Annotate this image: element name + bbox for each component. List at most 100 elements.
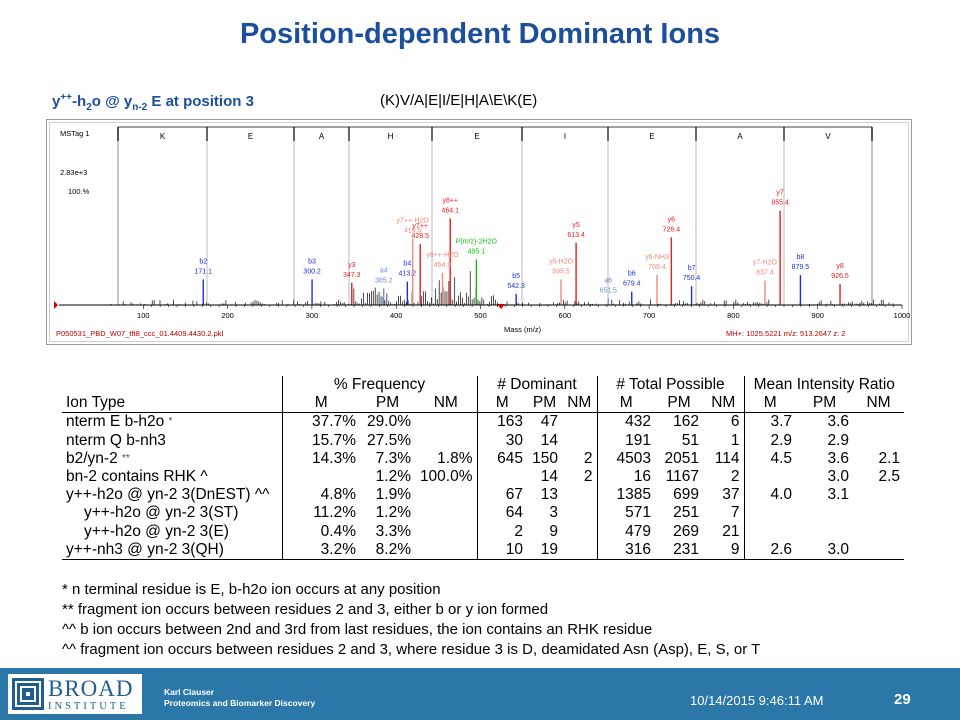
- peak-ion-label: y7-H2O: [753, 260, 778, 267]
- group-header-dominant: # Dominant: [476, 376, 598, 395]
- table-cell: 15.7%: [281, 431, 360, 450]
- table-cell: [415, 432, 477, 450]
- table-cell: 479: [596, 522, 656, 541]
- x-axis-ticks: 100 200 300 400 500 600 700 800 900 1000: [137, 305, 910, 320]
- residue-letter: E: [248, 132, 253, 141]
- table-cell: 2: [583, 449, 593, 467]
- footer-bar: BROAD INSTITUTE Karl Clauser Proteomics …: [0, 668, 960, 720]
- group-header-total: # Total Possible: [596, 376, 745, 395]
- table-cell: 1167: [665, 468, 700, 486]
- table-row: bn-2 contains RHK ^ 1.2% 100.0% 14 2 16 1167 2 3…: [62, 467, 904, 487]
- table-row: nterm E b-h2o * 37.7% 29.0% 163 47 432 162 6 3.7…: [62, 412, 904, 432]
- table-cell: 4503: [596, 449, 656, 468]
- residue-letter: A: [319, 132, 325, 141]
- peak-ion-label: P(m/z)-2H2O: [456, 238, 498, 245]
- table-cell: 1.2%: [375, 504, 411, 522]
- peak-ion-label: y6-NH3: [645, 254, 669, 261]
- x-tick-label: 100: [137, 311, 150, 320]
- table-cell: [743, 504, 797, 523]
- table-cell: [562, 540, 598, 560]
- table-cell: 6: [730, 413, 740, 431]
- presenter-group: Proteomics and Biomarker Discovery: [164, 698, 316, 708]
- group-header-intensity: Mean Intensity Ratio: [743, 376, 905, 395]
- ion-type-name: nterm E b-h2o: [66, 413, 165, 431]
- page-number: 29: [894, 691, 911, 708]
- table-cell: 14: [540, 431, 559, 449]
- peak-mass-label: 879.5: [792, 264, 810, 271]
- sub-header: NM: [703, 394, 745, 414]
- table-cell: [562, 432, 597, 450]
- table-row: b2/yn-2 ** 14.3% 7.3% 1.8% 645 150 2 4503 2051 11…: [62, 449, 904, 468]
- table-cell: 10: [476, 540, 528, 560]
- residue-gridlines: [117, 127, 873, 305]
- x-tick-label: 800: [727, 311, 740, 320]
- precursor-label: MH+: 1025.5221 m/z: 513.2647 z: 2: [726, 329, 845, 338]
- ion-type-name: nterm Q b-nh3: [66, 431, 166, 449]
- peak-mass-label: 726.4: [663, 226, 681, 233]
- table-cell: 9: [703, 540, 745, 560]
- table-cell: 3.3%: [375, 522, 411, 540]
- residue-letter: A: [737, 132, 743, 141]
- table-cell: 4.8%: [281, 486, 360, 505]
- x-axis-label: Mass (m/z): [504, 325, 542, 334]
- table-cell: 2.9: [743, 431, 797, 450]
- table-cell: [853, 413, 904, 432]
- peak-ion-label: y8++: [442, 197, 458, 204]
- table-cell: 21: [722, 522, 740, 540]
- residue-letter: I: [564, 132, 566, 141]
- peak-mass-label: 542.3: [507, 283, 525, 290]
- peak-mass-label: 837.4: [756, 270, 774, 277]
- x-tick-label: 400: [390, 311, 403, 320]
- peak-mass-label: 613.4: [567, 232, 585, 239]
- ion-type-cell: nterm E b-h2o *: [62, 413, 282, 432]
- x-tick-label: 600: [559, 311, 572, 320]
- logo-mark-icon: [12, 678, 44, 710]
- table-cell: 13: [540, 486, 559, 504]
- peak-ion-label: b3: [308, 258, 316, 265]
- footnote-mark: *: [168, 416, 173, 428]
- table-cell: [743, 522, 797, 541]
- residue-letter: V: [825, 132, 831, 141]
- table-cell: [562, 486, 597, 504]
- table-cell: 645: [476, 449, 528, 468]
- peak-mass-label: 595.5: [552, 268, 570, 275]
- table-cell: [796, 523, 853, 541]
- table-cell: [415, 486, 477, 504]
- ion-type-name: y++-h2o @ yn-2 3(DnEST) ^^: [66, 486, 270, 504]
- presenter-name: Karl Clauser: [164, 687, 215, 697]
- sub-header: M: [476, 394, 528, 414]
- peak-mass-label: 495.1: [468, 248, 486, 255]
- peak-ion-label: y8: [836, 263, 844, 270]
- labeled-peaks: b2171.1b3300.2y3347.3a4385.2b4413.2y7++4…: [194, 190, 849, 305]
- peak-ion-label: b2: [199, 258, 207, 265]
- sub-header: PM: [527, 394, 563, 414]
- table-row: y++-h2o @ yn-2 3(ST) 11.2% 1.2% 64 3 571 251 7: [62, 504, 904, 523]
- table-cell: [281, 467, 360, 487]
- table-cell: 3.2%: [281, 540, 360, 560]
- table-cell: 3.0: [827, 468, 850, 486]
- sub-header-row: Ion Type M PM NM M PM NM M PM NM M PM NM: [62, 394, 905, 414]
- table-cell: 30: [476, 431, 528, 450]
- residue-letter: E: [474, 132, 479, 141]
- table-cell: [415, 413, 477, 432]
- table-cell: 3.0: [796, 540, 854, 560]
- table-cell: 2051: [664, 449, 700, 467]
- table-cell: 100.0%: [419, 468, 473, 486]
- peak-mass-label: 651.5: [599, 287, 617, 294]
- table-cell: 1.8%: [437, 449, 473, 467]
- table-cell: 150: [532, 449, 559, 467]
- table-cell: 8.2%: [360, 540, 415, 560]
- peak-ion-label: a4: [380, 267, 388, 274]
- table-cell: 67: [476, 486, 528, 505]
- table-cell: 14.3%: [281, 449, 360, 468]
- peak-ion-label: b4: [403, 261, 411, 268]
- table-cell: 11.2%: [281, 504, 360, 523]
- table-cell: 571: [596, 504, 656, 523]
- footnote-mark: **: [122, 452, 130, 464]
- table-cell: 699: [673, 486, 700, 504]
- axis-start-marker-icon: [54, 301, 58, 309]
- table-cell: 162: [673, 413, 700, 431]
- table-row: y++-nh3 @ yn-2 3(QH) 3.2% 8.2% 10 19 316 231 9 2…: [62, 540, 905, 560]
- peak-ion-label: b6: [628, 271, 636, 278]
